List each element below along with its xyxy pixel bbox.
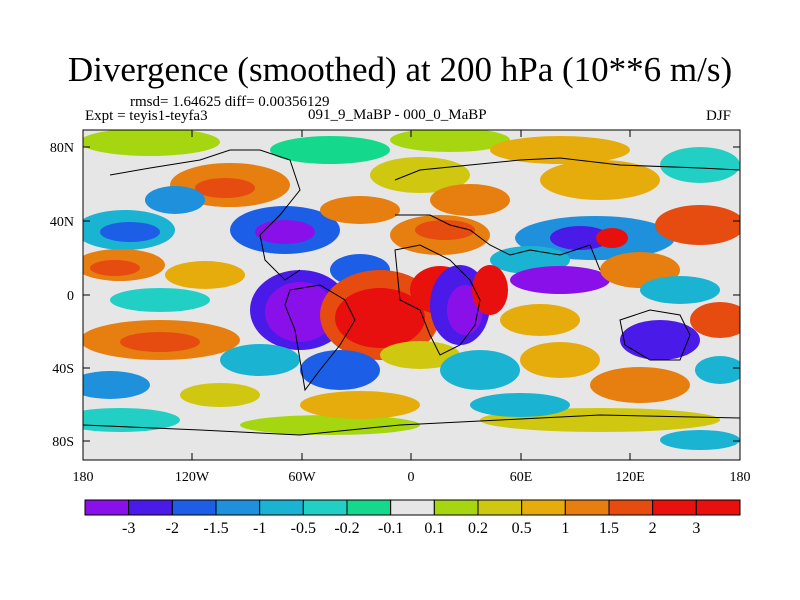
colorbar-label: -3: [122, 520, 135, 537]
lon-label-0: 0: [408, 470, 415, 485]
colorbar-swatch: [302, 499, 348, 516]
lat-label-40n: 40N: [50, 215, 74, 230]
colorbar-swatch: [171, 499, 217, 516]
colorbar-label: 2: [649, 520, 657, 537]
lon-label-180w: 180: [73, 470, 94, 485]
colorbar-swatch: [695, 499, 741, 516]
lon-label-180e: 180: [730, 470, 751, 485]
lon-label-120e: 120E: [615, 470, 645, 485]
lat-label-40s: 40S: [52, 362, 74, 377]
northern-midlat-features: [83, 157, 740, 274]
colorbar-label: 1: [561, 520, 569, 537]
colorbar-label: 1.5: [599, 520, 619, 537]
divergence-field: [83, 130, 740, 460]
colorbar-label: -1.5: [203, 520, 228, 537]
colorbar-label: -0.5: [291, 520, 316, 537]
longitude-axis: 180 120W 60W 0 60E 120E 180: [73, 130, 751, 485]
colorbar-swatch: [477, 499, 523, 516]
colorbar-swatch: [564, 499, 610, 516]
run-difference-label: 091_9_MaBP - 000_0_MaBP: [308, 107, 487, 123]
colorbar-label: 3: [692, 520, 700, 537]
latitude-axis: 80N 40N 0 40S 80S: [50, 141, 740, 450]
colorbar-swatch: [521, 499, 566, 516]
lon-label-120w: 120W: [175, 470, 210, 485]
southern-midlat-features: [83, 320, 740, 419]
colorbar: -3 -2 -1.5 -1 -0.5 -0.2 -0.1 0.1 0.2 0.5 1 1.5 2 3: [84, 499, 741, 537]
colorbar-label: -0.2: [334, 520, 359, 537]
lat-label-80s: 80S: [52, 435, 74, 450]
lat-label-0: 0: [67, 289, 74, 304]
continent-outlines: [83, 149, 740, 436]
colorbar-swatch: [608, 499, 654, 516]
colorbar-swatch: [652, 499, 697, 516]
colorbar-label: 0.5: [512, 520, 532, 537]
plot-title: Divergence (smoothed) at 200 hPa (10**6 …: [67, 50, 733, 89]
season-label: DJF: [706, 108, 732, 124]
colorbar-label: -0.1: [378, 520, 403, 537]
colorbar-swatch: [259, 499, 304, 516]
colorbar-swatch: [128, 499, 173, 516]
colorbar-label: 0.2: [468, 520, 488, 537]
lon-label-60e: 60E: [510, 470, 533, 485]
high-latitude-bands: [83, 130, 740, 450]
colorbar-swatch: [346, 499, 392, 516]
tropical-features: [83, 249, 740, 360]
colorbar-swatch: [84, 499, 130, 516]
colorbar-label: -2: [166, 520, 179, 537]
colorbar-label: 0.1: [424, 520, 444, 537]
rmsd-diff-stats: rmsd= 1.64625 diff= 0.00356129: [130, 94, 330, 110]
colorbar-swatch: [433, 499, 479, 516]
experiment-label: Expt = teyis1-teyfa3: [85, 108, 208, 124]
colorbar-label: -1: [253, 520, 266, 537]
lat-label-80n: 80N: [50, 141, 74, 156]
colorbar-swatch: [215, 499, 261, 516]
lon-label-60w: 60W: [288, 470, 316, 485]
colorbar-swatch: [390, 499, 435, 516]
